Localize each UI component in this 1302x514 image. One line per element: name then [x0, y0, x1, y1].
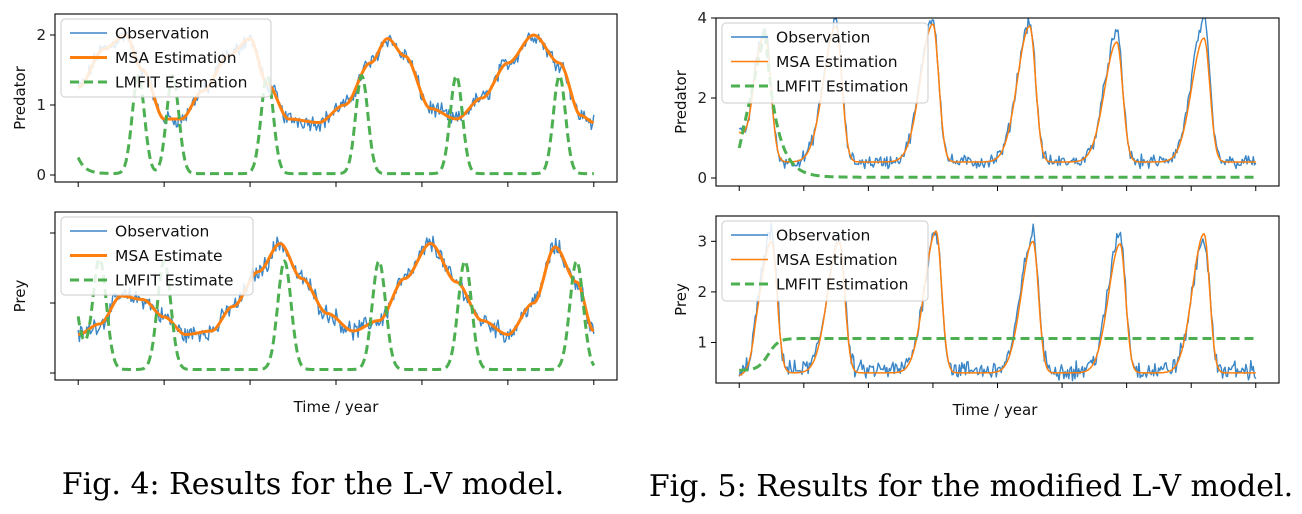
- fig4-xlabel: Time / year: [293, 398, 380, 416]
- chart-panels: 0 1 2 Predator Observation MSA Estimation LMFI…: [11, 9, 1280, 388]
- y-tick-label: 0: [36, 166, 46, 184]
- panel-4: 1 2 3 Prey Observation MSA Estimation LMFIT Es…: [672, 215, 1280, 388]
- panel-3: 0 2 4 Predator Observation MSA Estimation LMFI…: [672, 9, 1280, 191]
- fig5-xlabel: Time / year: [952, 401, 1039, 419]
- series-observation-line: [77, 32, 595, 132]
- fig4-caption: Fig. 4: Results for the L-V model.: [62, 467, 564, 502]
- y-tick-label: 0: [697, 169, 707, 187]
- y-axis-label: Predator: [11, 65, 29, 130]
- series-msa-estimation-line: [738, 230, 1256, 377]
- legend-label: Observation: [115, 223, 209, 241]
- series-msa-estimate-line: [77, 242, 595, 336]
- legend-label: MSA Estimate: [115, 247, 223, 265]
- legend-label: LMFIT Estimation: [115, 74, 247, 92]
- legend-label: LMFIT Estimate: [115, 272, 233, 290]
- series-lmfit-estimation-line: [76, 74, 595, 176]
- y-tick-label: 2: [697, 283, 707, 301]
- legend: Observation MSA Estimate LMFIT Estimate: [60, 216, 254, 296]
- y-tick-label: 1: [697, 334, 707, 352]
- y-axis-label: Prey: [11, 280, 29, 313]
- y-axis-label: Prey: [672, 283, 690, 316]
- series-lmfit-estimation-line: [737, 28, 1256, 179]
- legend: Observation MSA Estimation LMFIT Estimatio…: [60, 18, 272, 98]
- legend-label: Observation: [115, 25, 209, 43]
- y-tick-label: 2: [697, 89, 707, 107]
- y-axis-label: Predator: [672, 69, 690, 134]
- panel-1: 0 1 2 Predator Observation MSA Estimation LMFI…: [11, 13, 618, 187]
- fig5-caption: Fig. 5: Results for the modified L-V mod…: [649, 469, 1293, 504]
- y-tick-label: 4: [697, 9, 707, 27]
- y-tick-label: 3: [697, 232, 707, 250]
- legend-label: LMFIT Estimation: [776, 276, 908, 294]
- legend-label: Observation: [776, 29, 870, 47]
- y-tick-label: 1: [36, 96, 46, 114]
- legend-label: MSA Estimation: [115, 49, 237, 67]
- legend-label: MSA Estimation: [776, 53, 898, 71]
- series-msa-estimation-line: [77, 33, 595, 124]
- y-tick-label: 2: [36, 26, 46, 44]
- legend-label: LMFIT Estimation: [776, 78, 908, 96]
- legend: Observation MSA Estimation LMFIT Estimatio…: [721, 220, 929, 302]
- panel-2: Prey Observation MSA Estimate LMFIT Estimat…: [11, 211, 618, 385]
- legend-label: MSA Estimation: [776, 251, 898, 269]
- legend: Observation MSA Estimation LMFIT Estimatio…: [721, 22, 929, 104]
- series-lmfit-estimation-line: [739, 337, 1256, 372]
- legend-label: Observation: [776, 227, 870, 245]
